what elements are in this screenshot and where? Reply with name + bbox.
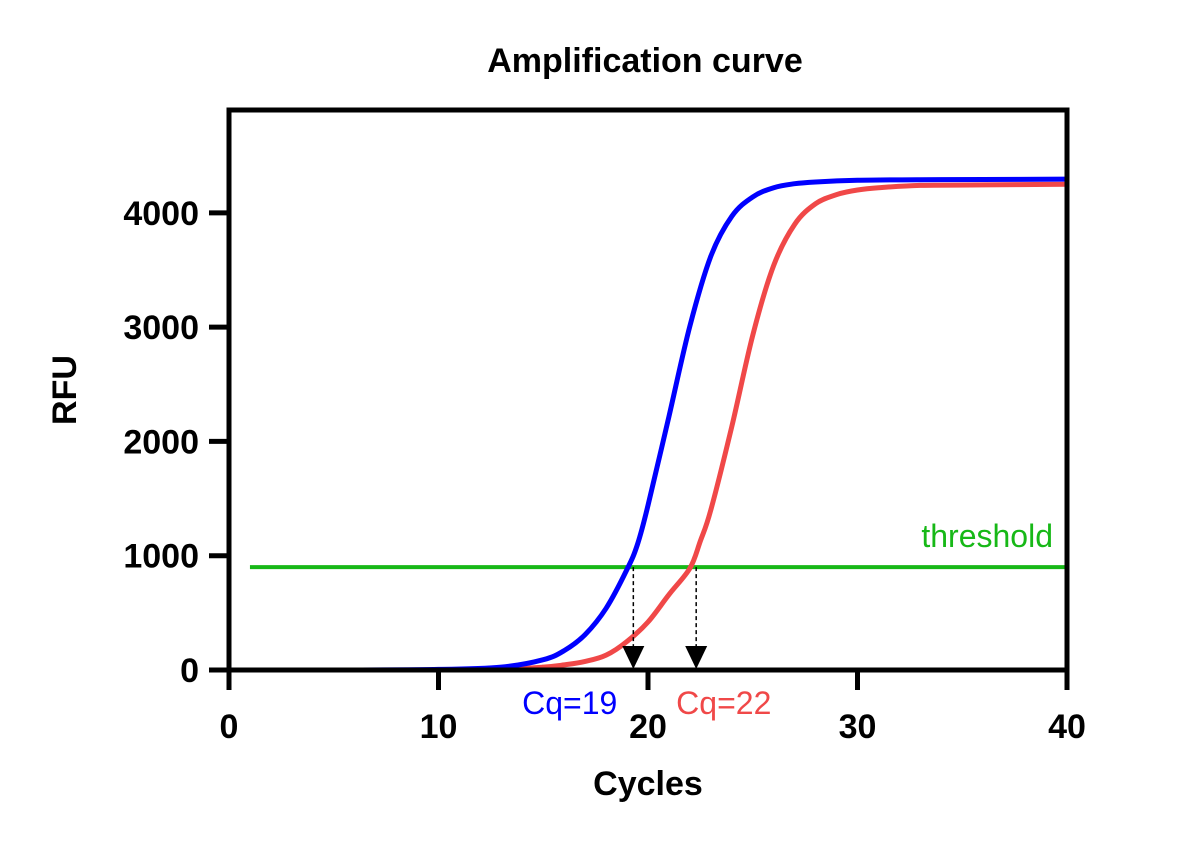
threshold-group: threshold <box>249 518 1067 570</box>
x-tick-label: 40 <box>1048 708 1086 746</box>
series-group <box>247 176 1067 670</box>
y-tick-label: 1000 <box>123 538 199 576</box>
cq-arrowhead <box>622 646 645 669</box>
series-line-1 <box>247 176 1067 670</box>
x-axis-ticks: 0 10 20 30 40 <box>220 670 1086 746</box>
y-tick-label: 3000 <box>123 309 199 347</box>
series-line-2 <box>247 181 1067 670</box>
chart-title: Amplification curve <box>487 42 803 80</box>
annotations: Cq=19 Cq=22 <box>522 685 771 721</box>
plot-area: threshold <box>247 176 1067 670</box>
cq-arrowhead <box>685 646 708 669</box>
y-tick-label: 0 <box>180 652 199 690</box>
y-tick-label: 4000 <box>123 195 199 233</box>
plot-frame <box>226 107 1070 673</box>
x-axis-label: Cycles <box>593 765 703 803</box>
threshold-label: threshold <box>921 518 1053 554</box>
y-axis-label: RFU <box>46 355 84 425</box>
x-tick-label: 30 <box>839 708 877 746</box>
cq-label: Cq=22 <box>676 685 771 721</box>
x-tick-label: 10 <box>420 708 458 746</box>
cq-label: Cq=19 <box>522 685 617 721</box>
x-tick-label: 0 <box>220 708 239 746</box>
y-axis-ticks: 0 1000 2000 3000 4000 <box>123 195 229 690</box>
cq-drop-lines <box>622 567 708 669</box>
y-tick-label: 2000 <box>123 423 199 461</box>
x-tick-label: 20 <box>629 708 667 746</box>
